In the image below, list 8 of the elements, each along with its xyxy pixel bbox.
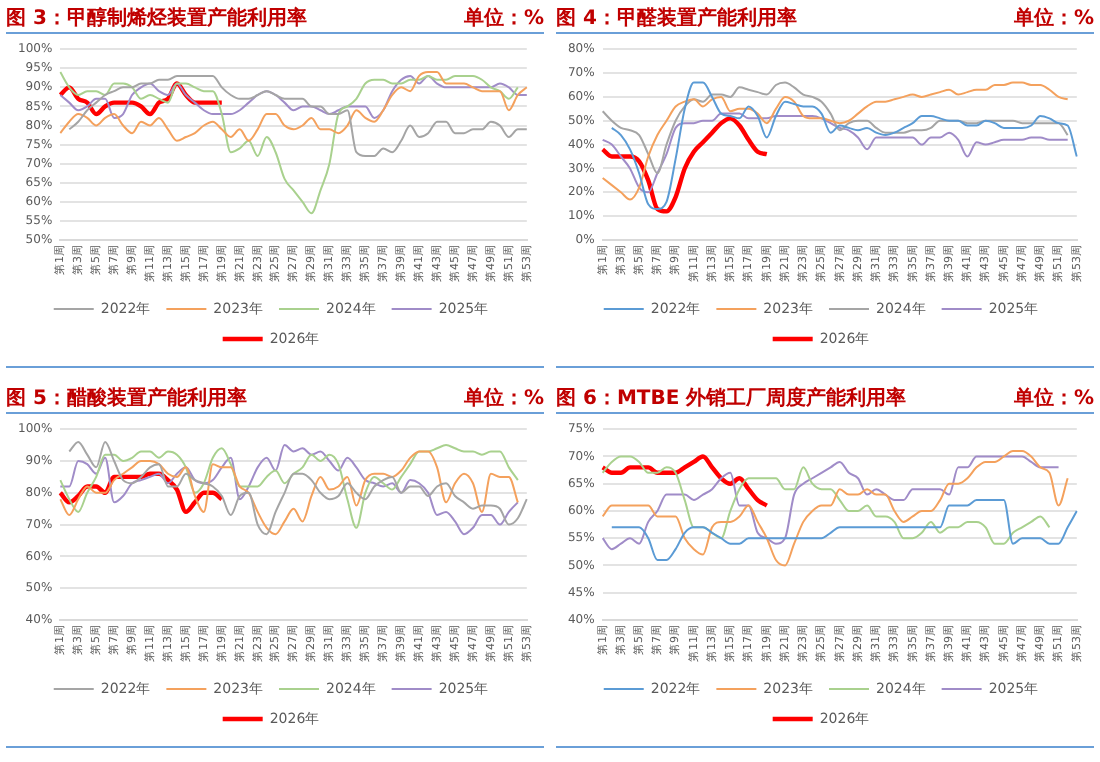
chart-subtitle: 单位：%: [463, 385, 544, 412]
chart-subtitle: 单位：%: [463, 5, 544, 32]
chart-title: 图 4：甲醛装置产能利用率: [556, 4, 797, 32]
chart-title: 图 6：MTBE 外销工厂周度产能利用率: [556, 384, 907, 412]
chart-title: 图 5：醋酸装置产能利用率: [6, 384, 247, 412]
chart-subtitle: 单位：%: [1013, 5, 1094, 32]
chart-subtitle: 单位：%: [1013, 385, 1094, 412]
chart-title: 图 3：甲醇制烯烃装置产能利用率: [6, 4, 307, 32]
